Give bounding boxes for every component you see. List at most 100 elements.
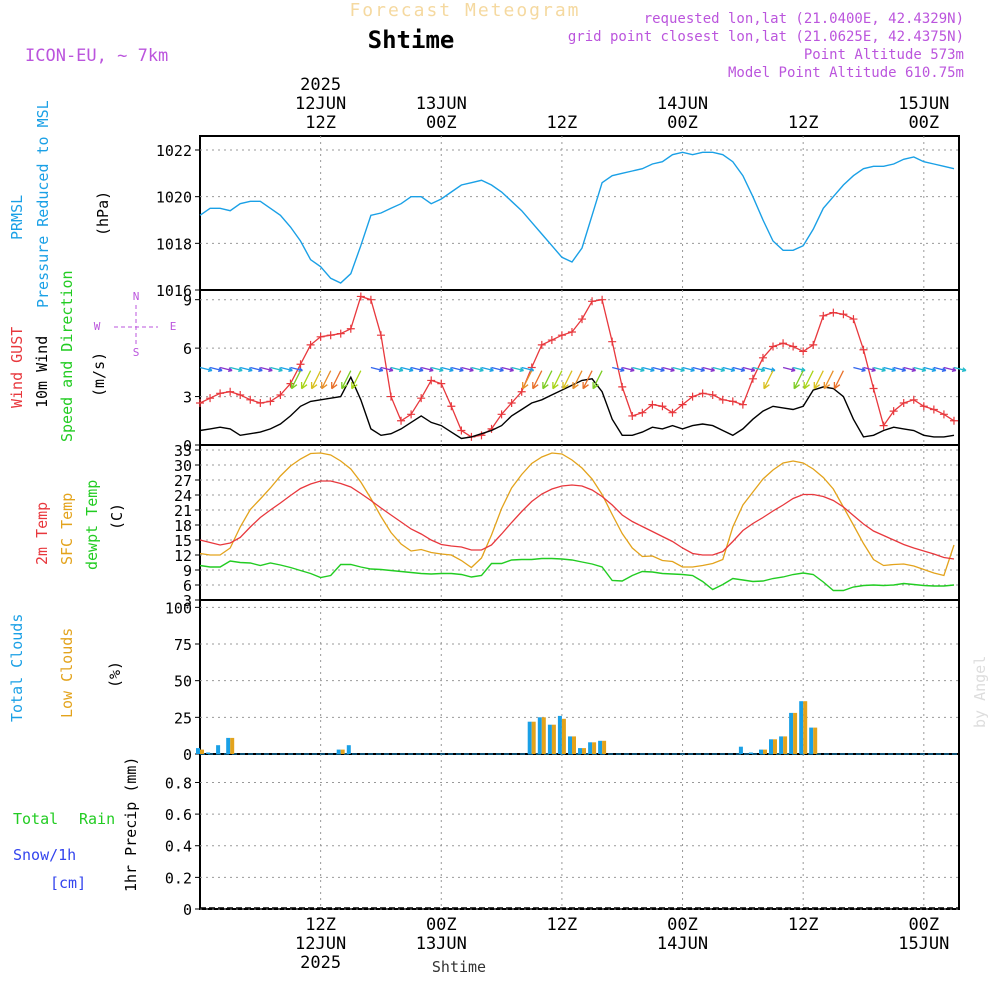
y-tick-label: 15 xyxy=(174,532,192,550)
wind-direction-arrow xyxy=(923,366,937,373)
gust-marker xyxy=(276,390,285,399)
wind-direction-arrow xyxy=(813,370,824,390)
gust-marker xyxy=(437,379,446,388)
gust-marker xyxy=(879,421,888,430)
total-cloud-bar xyxy=(799,701,804,754)
y-tick-label: 75 xyxy=(174,636,192,654)
wind-direction-arrow xyxy=(692,366,706,373)
y-tick-label: 0.4 xyxy=(165,838,192,856)
gust-marker xyxy=(688,392,697,401)
total-cloud-label: Total Clouds xyxy=(8,614,26,722)
panel-frame-1 xyxy=(199,289,960,446)
wind-direction-arrow xyxy=(823,370,834,390)
info-line-1: requested lon,lat (21.0400E, 42.4329N) xyxy=(644,11,964,27)
gust-marker xyxy=(789,342,798,351)
wind-direction-arrow xyxy=(943,366,957,373)
gust-marker xyxy=(447,402,456,411)
wind-direction-arrow xyxy=(642,366,655,373)
wind-direction-arrow xyxy=(622,366,635,373)
wind-direction-arrow xyxy=(542,370,553,390)
gust-marker xyxy=(557,331,566,340)
wind-direction-arrow xyxy=(199,366,213,373)
wind-direction-arrow xyxy=(903,366,917,373)
wind-direction-arrow xyxy=(913,366,927,373)
wind-direction-arrow xyxy=(501,366,515,373)
y-tick-label: 3 xyxy=(183,592,192,610)
gust-marker xyxy=(336,329,345,338)
wind-direction-arrow xyxy=(933,366,947,373)
gust-marker xyxy=(346,324,355,333)
info-line-4: Model Point Altitude 610.75m xyxy=(728,65,964,81)
gust-marker xyxy=(638,408,647,417)
temp-unit: (C) xyxy=(108,503,126,530)
gust-marker xyxy=(226,387,235,396)
info-line-2: grid point closest lon,lat (21.0625E, 42… xyxy=(568,29,964,45)
wind-direction-arrow xyxy=(672,366,685,373)
wind-direction-arrow xyxy=(803,370,814,390)
wind-direction-arrow xyxy=(370,366,384,373)
gust-marker xyxy=(648,400,657,409)
wind-direction-arrow xyxy=(300,370,312,390)
bottom-time-label: 00Z xyxy=(426,915,457,935)
gust-marker xyxy=(316,332,325,341)
total-cloud-bar xyxy=(759,749,763,754)
wind-direction-arrow xyxy=(853,366,866,373)
gust-marker xyxy=(196,399,204,408)
gust-marker xyxy=(829,308,838,317)
y-tick-label: 6 xyxy=(183,340,192,358)
y-tick-label: 3 xyxy=(183,389,192,407)
wind-direction-arrow xyxy=(421,366,434,373)
wind-direction-arrow xyxy=(230,366,243,373)
gust-marker xyxy=(849,315,858,324)
wind-direction-arrow xyxy=(752,366,766,373)
wind-direction-arrow xyxy=(390,366,404,373)
gust-marker xyxy=(306,340,315,349)
sfc-temp-line xyxy=(199,452,955,577)
low-cloud-bar xyxy=(551,724,556,754)
total-cloud-bar xyxy=(568,736,572,754)
gust-marker xyxy=(809,340,818,349)
low-cloud-bar xyxy=(783,736,788,754)
top-time-label: 00Z xyxy=(667,113,698,133)
wind-direction-arrow xyxy=(592,370,603,390)
y-tick-label: 25 xyxy=(174,709,192,727)
wind-direction-arrow xyxy=(511,366,525,373)
panel-frame-2 xyxy=(199,444,960,601)
y-tick-label: 18 xyxy=(174,517,192,535)
wind10-line xyxy=(199,375,955,440)
wind-direction-arrow xyxy=(522,370,533,390)
gust-marker xyxy=(889,407,898,416)
y-tick-label: 24 xyxy=(174,487,192,505)
y-tick-label: 50 xyxy=(174,673,192,691)
low-cloud-label: Low Clouds xyxy=(58,628,76,718)
compass-e: E xyxy=(170,320,177,333)
gust-marker xyxy=(507,399,516,408)
y-tick-label: 6 xyxy=(183,577,192,595)
y-tick-label: 9 xyxy=(183,562,192,580)
y-tick-label: 0 xyxy=(183,746,192,764)
bottom-time-label: 12Z xyxy=(305,915,336,935)
wind-direction-arrow xyxy=(833,370,844,390)
gust-marker xyxy=(698,389,707,398)
wind-direction-arrow xyxy=(400,366,414,373)
gust-marker xyxy=(457,426,466,435)
gust-marker xyxy=(799,347,808,356)
wind-direction-arrow xyxy=(632,366,645,373)
wind-direction-arrow xyxy=(562,370,573,390)
wind-direction-arrow xyxy=(763,370,774,390)
low-cloud-bar xyxy=(340,749,345,754)
wind-direction-arrow xyxy=(722,366,736,373)
top-time-label: 12JUN xyxy=(295,94,346,114)
temp-labels: 2m Temp SFC Temp dewpt Temp (C) xyxy=(33,480,126,570)
wind-direction-arrow xyxy=(260,366,273,373)
temp2m-label: 2m Temp xyxy=(33,502,51,565)
wind-direction-arrow xyxy=(532,370,543,390)
total-cloud-bar xyxy=(578,748,582,754)
gust-marker xyxy=(839,310,848,319)
pressure-labels: PRMSL Pressure Reduced to MSL (hPa) xyxy=(8,100,112,308)
wind-direction-arrow xyxy=(380,366,394,373)
dewpt-label: dewpt Temp xyxy=(83,480,101,570)
low-cloud-bar xyxy=(230,737,235,754)
total-cloud-bar xyxy=(779,736,784,754)
wind-direction-arrow xyxy=(240,366,253,373)
